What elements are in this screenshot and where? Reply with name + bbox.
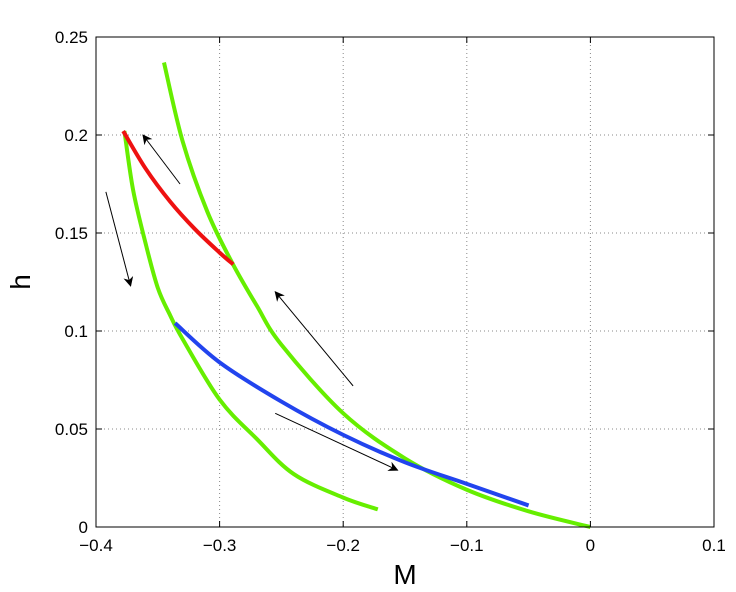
series-line <box>162 62 591 529</box>
x-tick-label: −0.1 <box>450 536 484 555</box>
series-line <box>122 130 379 512</box>
gridlines <box>96 37 714 527</box>
y-tick-label: 0.25 <box>55 28 88 47</box>
direction-arrow <box>274 291 354 387</box>
y-tick-label: 0.05 <box>55 420 88 439</box>
series-line <box>121 130 235 266</box>
x-tick-label: −0.4 <box>79 536 113 555</box>
y-tick-label: 0.15 <box>55 224 88 243</box>
x-tick-label: 0.1 <box>702 536 726 555</box>
direction-arrow <box>142 134 181 185</box>
x-tick-label: 0 <box>586 536 595 555</box>
arrow-group <box>105 134 399 471</box>
y-axis-label: h <box>5 274 36 290</box>
series-group <box>121 62 591 529</box>
x-tick-label: −0.3 <box>203 536 237 555</box>
axis-ticks: −0.4 −0.3 −0.2 −0.1 0 0.1 0 0.05 0.1 0.15 0.2 0.25 <box>55 28 726 555</box>
y-tick-label: 0.2 <box>64 126 88 145</box>
x-tick-label: −0.2 <box>326 536 360 555</box>
series-line <box>173 321 530 508</box>
x-axis-label: M <box>393 559 416 590</box>
direction-arrow <box>105 191 134 287</box>
y-tick-label: 0 <box>79 518 88 537</box>
y-tick-label: 0.1 <box>64 322 88 341</box>
direction-arrow <box>275 412 399 471</box>
plot-frame <box>95 36 715 528</box>
